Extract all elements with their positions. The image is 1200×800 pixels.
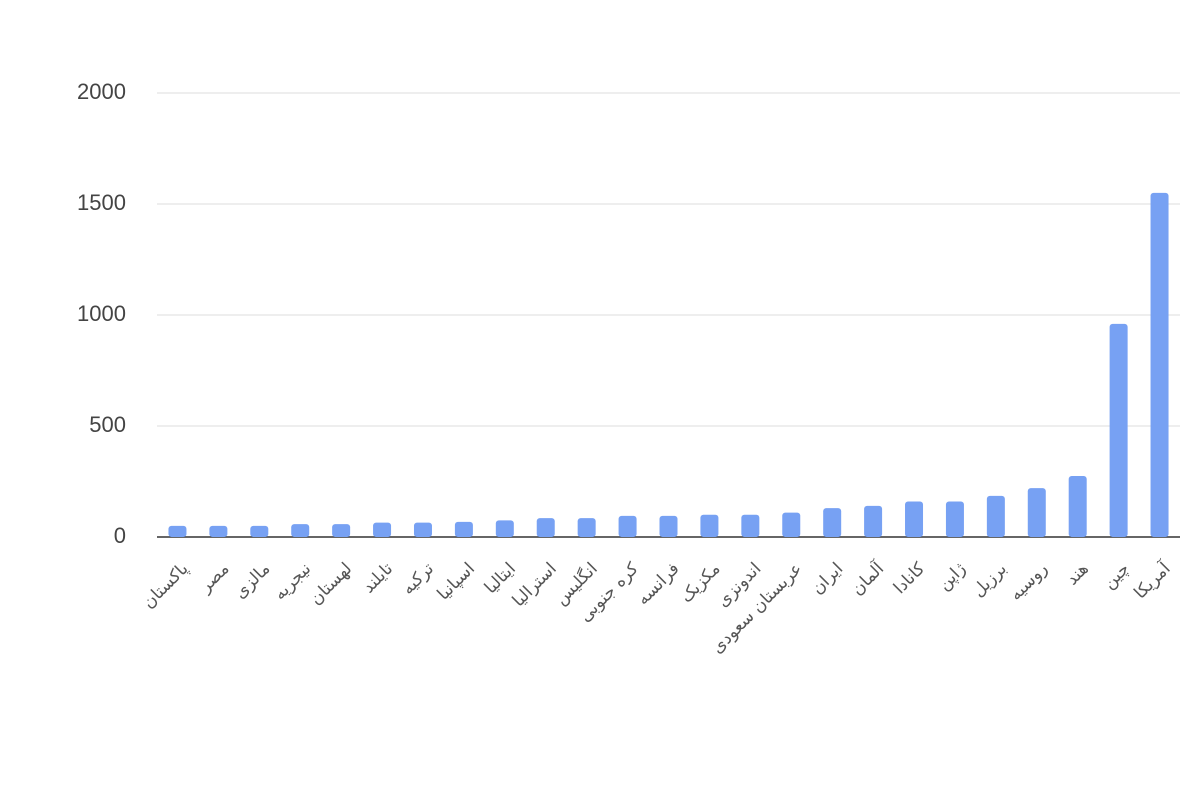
- bar: [864, 505, 883, 537]
- bar: [495, 520, 514, 537]
- x-tick-label: لهستان: [306, 559, 356, 609]
- y-tick-label: 1500: [77, 190, 126, 215]
- bar: [291, 524, 310, 537]
- x-tick-label: ژاپن: [934, 559, 970, 595]
- bar: [209, 525, 228, 537]
- x-tick-label: آلمان: [846, 557, 889, 600]
- bar: [700, 514, 719, 537]
- x-tick-label: مصر: [195, 559, 233, 597]
- x-tick-label: برزیل: [969, 559, 1011, 601]
- bar: [373, 522, 392, 537]
- bar: [1150, 192, 1169, 537]
- bar: [659, 515, 678, 537]
- y-tick-label: 1000: [77, 301, 126, 326]
- bar: [1027, 488, 1046, 537]
- y-tick-label: 2000: [77, 79, 126, 104]
- bar: [782, 512, 801, 537]
- x-tick-label: هند: [1062, 559, 1092, 589]
- x-tick-label: مالزی: [230, 559, 274, 603]
- x-tick-label: پاکستان: [139, 559, 193, 613]
- bar: [454, 521, 473, 537]
- bar: [618, 515, 637, 537]
- bar: [823, 508, 842, 537]
- bar: [536, 518, 555, 537]
- x-tick-label: روسیه: [1006, 559, 1052, 605]
- bar: [741, 514, 760, 537]
- x-tick-label: ایران: [808, 559, 848, 599]
- x-tick-label: اسپانیا: [433, 559, 478, 604]
- bar: [1109, 323, 1128, 537]
- bar: [945, 501, 964, 537]
- x-tick-label: آمریکا: [1129, 557, 1176, 604]
- bar: [332, 524, 351, 537]
- x-tick-label: فرانسه: [633, 559, 683, 609]
- bar: [250, 525, 269, 537]
- bar: [905, 501, 924, 537]
- y-tick-label: 500: [89, 412, 126, 437]
- x-tick-label: ترکیه: [398, 559, 438, 599]
- bar: [168, 525, 187, 537]
- x-tick-label: استرالیا: [509, 559, 561, 611]
- bar: [1068, 475, 1087, 537]
- bar: [986, 495, 1005, 537]
- bar: [413, 522, 432, 537]
- x-tick-label: کانادا: [890, 558, 930, 598]
- x-tick-label: چین: [1099, 559, 1133, 593]
- bar: [577, 518, 596, 537]
- y-tick-label: 0: [114, 523, 126, 548]
- x-tick-label: تایلند: [359, 559, 398, 598]
